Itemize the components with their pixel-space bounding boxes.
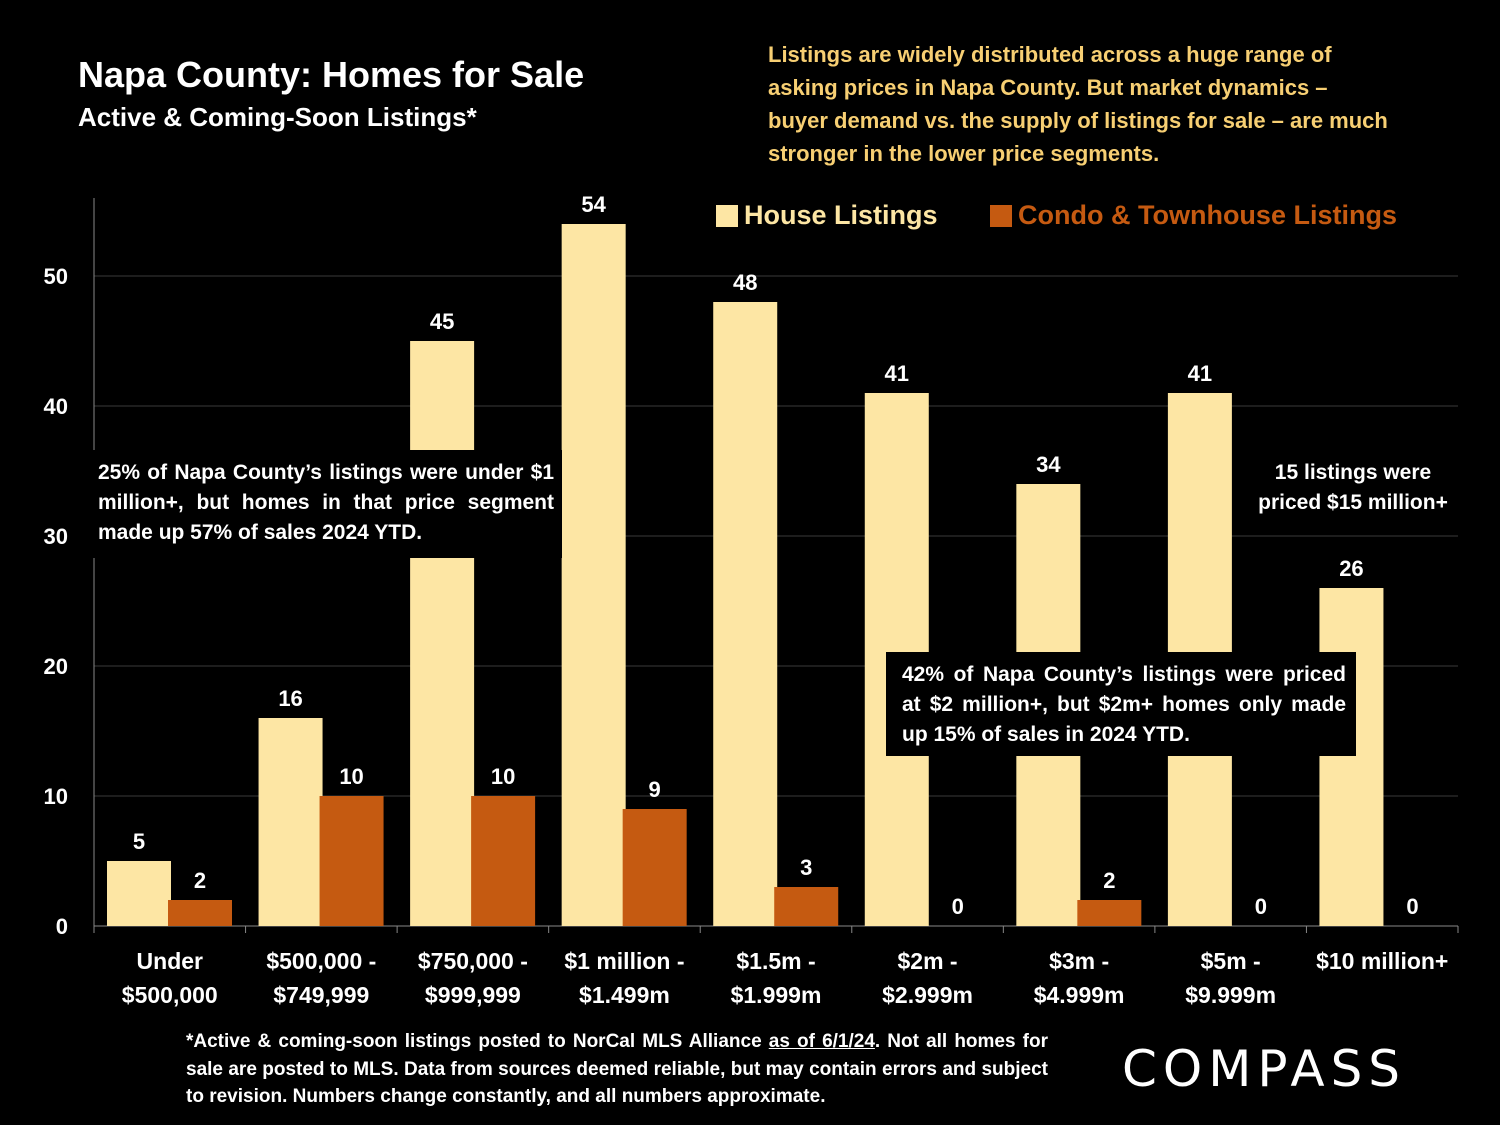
bar-house — [410, 341, 475, 926]
legend-house: House Listings — [716, 200, 938, 231]
callout-over-2m: 42% of Napa County’s listings were price… — [886, 652, 1356, 756]
x-category-label: $2m - — [898, 948, 958, 974]
callout-under-1m: 25% of Napa County’s listings were under… — [88, 450, 562, 558]
legend-condo-label: Condo & Townhouse Listings — [1018, 200, 1397, 230]
top-note: Listings are widely distributed across a… — [768, 42, 1388, 166]
y-tick-label: 50 — [44, 264, 68, 289]
data-label-condo: 0 — [1406, 894, 1418, 919]
x-category-label: $1.5m - — [736, 948, 815, 974]
data-label-condo: 3 — [800, 855, 812, 880]
x-category-label: $9.999m — [1185, 982, 1276, 1008]
x-category-label: $1.999m — [731, 982, 822, 1008]
data-label-condo: 0 — [952, 894, 964, 919]
data-label-house: 16 — [278, 686, 302, 711]
callout-15m: 15 listings were priced $15 million+ — [1248, 458, 1458, 518]
data-label-house: 45 — [430, 309, 454, 334]
data-label-house: 26 — [1339, 556, 1363, 581]
y-tick-label: 10 — [44, 784, 68, 809]
footnote: *Active & coming-soon listings posted to… — [186, 1028, 1048, 1111]
callout-15m-line1: 15 listings were — [1274, 461, 1432, 484]
y-tick-label: 0 — [56, 914, 68, 939]
bar-house — [258, 718, 323, 926]
compass-logo: COMPASS — [1122, 1040, 1407, 1098]
y-tick-label: 20 — [44, 654, 68, 679]
x-category-label: $2.999m — [882, 982, 973, 1008]
bar-condo — [1077, 900, 1142, 926]
data-label-condo: 2 — [194, 868, 206, 893]
data-label-condo: 9 — [649, 777, 661, 802]
bar-house — [107, 861, 171, 926]
data-label-condo: 10 — [491, 764, 515, 789]
x-category-label: $3m - — [1049, 948, 1109, 974]
data-label-house: 41 — [885, 361, 909, 386]
legend-condo-swatch — [990, 204, 1012, 227]
chart-subtitle: Active & Coming-Soon Listings* — [78, 102, 477, 132]
bar-condo — [168, 900, 232, 926]
footnote-part2: . Not all homes for sale are posted to M… — [186, 1031, 1049, 1107]
x-category-label: $749,999 — [273, 982, 369, 1008]
data-label-house: 5 — [133, 829, 145, 854]
x-category-label: $5m - — [1201, 948, 1261, 974]
data-label-house: 48 — [733, 270, 757, 295]
bar-condo — [319, 796, 384, 926]
data-label-house: 54 — [581, 192, 606, 217]
data-label-condo: 10 — [339, 764, 363, 789]
x-category-label: $1 million - — [564, 948, 684, 974]
x-category-label: $500,000 — [122, 982, 218, 1008]
footnote-date: as of 6/1/24 — [768, 1031, 875, 1052]
bar-house — [713, 302, 778, 926]
bar-condo — [471, 796, 536, 926]
chart-title: Napa County: Homes for Sale — [78, 54, 585, 95]
bar-condo — [622, 809, 687, 926]
data-label-condo: 0 — [1255, 894, 1267, 919]
legend-condo: Condo & Townhouse Listings — [990, 200, 1397, 231]
legend-house-label: House Listings — [744, 200, 938, 230]
y-tick-label: 30 — [44, 524, 68, 549]
footnote-part1: *Active & coming-soon listings posted to… — [186, 1031, 769, 1052]
bar-house — [1319, 588, 1384, 926]
x-category-label: Under — [137, 948, 204, 974]
x-category-label: $10 million+ — [1316, 948, 1448, 974]
x-category-label: $1.499m — [579, 982, 670, 1008]
x-category-label: $999,999 — [425, 982, 521, 1008]
data-label-condo: 2 — [1103, 868, 1115, 893]
callout-15m-line2: priced $15 million+ — [1258, 491, 1448, 514]
y-tick-label: 40 — [44, 394, 68, 419]
bar-condo — [774, 887, 839, 926]
legend-house-swatch — [716, 204, 738, 227]
bar-house — [561, 224, 626, 926]
x-category-label: $750,000 - — [418, 948, 528, 974]
x-category-label: $500,000 - — [266, 948, 376, 974]
data-label-house: 41 — [1188, 361, 1212, 386]
x-category-label: $4.999m — [1034, 982, 1125, 1008]
data-label-house: 34 — [1036, 452, 1061, 477]
